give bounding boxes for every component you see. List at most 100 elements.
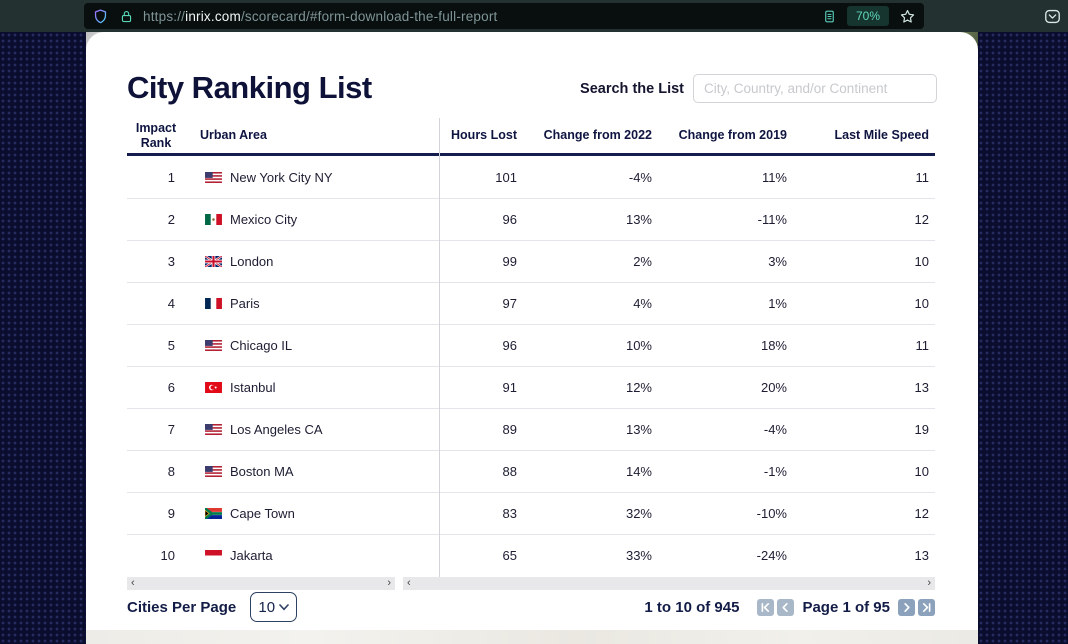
pocket-icon[interactable]: [1043, 7, 1062, 26]
last-mile-speed-cell: 10: [914, 254, 929, 269]
scroll-left-arrow-icon[interactable]: ‹: [407, 577, 411, 589]
city-ranking-card: City Ranking List Search the List Impact…: [86, 32, 978, 644]
table-row: 2 Mexico City 96 13% -11% 12: [127, 198, 935, 240]
hours-lost-cell: 89: [502, 422, 517, 437]
change-from-2022-cell: -4%: [628, 169, 652, 185]
page-title: City Ranking List: [127, 70, 372, 105]
urban-area-cell: London: [185, 254, 398, 269]
frozen-column-divider: [439, 118, 440, 590]
table-row: 3 London 99 2% 3% 10: [127, 240, 935, 282]
impact-rank-cell: 10: [160, 548, 175, 563]
change-from-2022-cell: 10%: [625, 338, 652, 353]
urban-area-cell: Los Angeles CA: [185, 422, 398, 437]
hours-lost-cell: 88: [502, 464, 517, 479]
flag-fr-icon: [205, 298, 222, 309]
change-from-2019-cell: 20%: [760, 380, 787, 395]
cities-per-page-select[interactable]: 10: [250, 592, 298, 622]
search-group: Search the List: [580, 74, 937, 103]
table-row: 9 Cape Town 83 32% -10% 12: [127, 492, 935, 534]
urban-area-cell: Mexico City: [185, 212, 398, 227]
hours-lost-cell: 83: [502, 506, 517, 521]
zoom-level-badge[interactable]: 70%: [846, 6, 889, 26]
change-from-2022-cell: 13%: [625, 212, 652, 227]
url-text[interactable]: https://inrix.com/scorecard/#form-downlo…: [143, 8, 498, 24]
scroll-right-arrow-icon[interactable]: ›: [927, 577, 931, 589]
first-page-button[interactable]: [757, 598, 775, 616]
last-page-button[interactable]: [918, 598, 935, 616]
last-mile-speed-cell: 10: [914, 296, 929, 311]
change-from-2022-cell: 32%: [625, 506, 652, 521]
hours-lost-cell: 96: [502, 338, 517, 353]
flag-id-icon: [205, 550, 222, 561]
urban-area-cell: Jakarta: [185, 548, 398, 563]
table-header: Impact Rank Urban Area Hours Lost Change…: [127, 118, 935, 156]
lock-icon[interactable]: [119, 9, 134, 24]
hours-lost-cell: 97: [502, 296, 517, 311]
result-range-text: 1 to 10 of 945: [644, 598, 740, 616]
page-background: City Ranking List Search the List Impact…: [0, 32, 1068, 644]
horizontal-scrollbar-left[interactable]: ‹ ›: [127, 577, 395, 590]
cities-per-page-label: Cities Per Page: [127, 598, 237, 616]
next-page-button[interactable]: [898, 598, 915, 616]
last-mile-speed-cell: 10: [914, 464, 929, 479]
impact-rank-cell: 2: [167, 212, 175, 227]
change-from-2019-cell: -4%: [763, 422, 787, 437]
impact-rank-cell: 8: [167, 464, 175, 479]
browser-chrome: https://inrix.com/scorecard/#form-downlo…: [0, 0, 1068, 32]
change-from-2019-cell: -1%: [763, 464, 787, 479]
change-from-2019-cell: -24%: [756, 548, 787, 563]
map-preview-strip: [86, 630, 978, 644]
impact-rank-cell: 6: [167, 380, 175, 395]
url-bar[interactable]: https://inrix.com/scorecard/#form-downlo…: [84, 3, 924, 29]
change-from-2019-cell: -10%: [756, 506, 787, 521]
pagination: Page 1 of 95: [757, 598, 935, 616]
impact-rank-cell: 4: [167, 296, 175, 311]
hours-lost-cell: 99: [502, 254, 517, 269]
horizontal-scrollbar-right[interactable]: ‹ ›: [403, 577, 935, 590]
change-from-2019-cell: 11%: [761, 169, 787, 185]
table-footer: Cities Per Page 10 1 to 10 of 945 Page: [127, 590, 935, 624]
impact-rank-cell: 9: [167, 506, 175, 521]
bookmark-star-icon[interactable]: [899, 8, 916, 25]
last-mile-speed-cell: 19: [914, 422, 929, 437]
table-body: 1 New York City NY 101 -4% 11% 11 2 Mexi…: [127, 156, 935, 576]
hours-lost-cell: 101: [495, 169, 517, 185]
urban-area-cell: New York City NY: [185, 170, 398, 185]
impact-rank-cell: 3: [167, 254, 175, 269]
column-header-change-from-2019: Change from 2019: [678, 128, 787, 142]
urban-area-cell: Chicago IL: [185, 338, 398, 353]
flag-mx-icon: [205, 214, 222, 225]
last-mile-speed-cell: 13: [914, 380, 929, 395]
column-header-urban-area: Urban Area: [200, 128, 267, 142]
table-row: 5 Chicago IL 96 10% 18% 11: [127, 324, 935, 366]
table-row: 1 New York City NY 101 -4% 11% 11: [127, 156, 935, 198]
impact-rank-cell: 7: [167, 422, 175, 437]
column-header-impact-rank: Impact Rank: [135, 120, 177, 150]
last-mile-speed-cell: 12: [914, 506, 929, 521]
last-mile-speed-cell: 11: [915, 169, 930, 185]
chevron-down-icon: [279, 603, 289, 611]
impact-rank-cell: 5: [167, 338, 175, 353]
scroll-left-arrow-icon[interactable]: ‹: [131, 577, 135, 589]
change-from-2022-cell: 2%: [633, 254, 652, 269]
flag-za-icon: [205, 508, 222, 519]
shield-icon[interactable]: [92, 8, 109, 25]
last-mile-speed-cell: 12: [914, 212, 929, 227]
hours-lost-cell: 96: [502, 212, 517, 227]
page-indicator-text: Page 1 of 95: [802, 598, 890, 616]
urban-area-cell: Cape Town: [185, 506, 398, 521]
change-from-2019-cell: 1%: [768, 296, 787, 311]
search-input[interactable]: [693, 74, 937, 103]
flag-us-icon: [205, 171, 222, 183]
column-header-change-from-2022: Change from 2022: [543, 128, 652, 142]
search-label: Search the List: [580, 80, 684, 97]
scroll-right-arrow-icon[interactable]: ›: [387, 577, 391, 589]
previous-page-button[interactable]: [777, 598, 795, 616]
change-from-2019-cell: 18%: [760, 338, 787, 353]
change-from-2022-cell: 13%: [625, 422, 652, 437]
flag-us-icon: [205, 466, 222, 477]
column-header-hours-lost: Hours Lost: [451, 128, 517, 142]
reader-mode-icon[interactable]: [822, 9, 837, 24]
hours-lost-cell: 91: [502, 380, 517, 395]
flag-tr-icon: [205, 382, 222, 393]
